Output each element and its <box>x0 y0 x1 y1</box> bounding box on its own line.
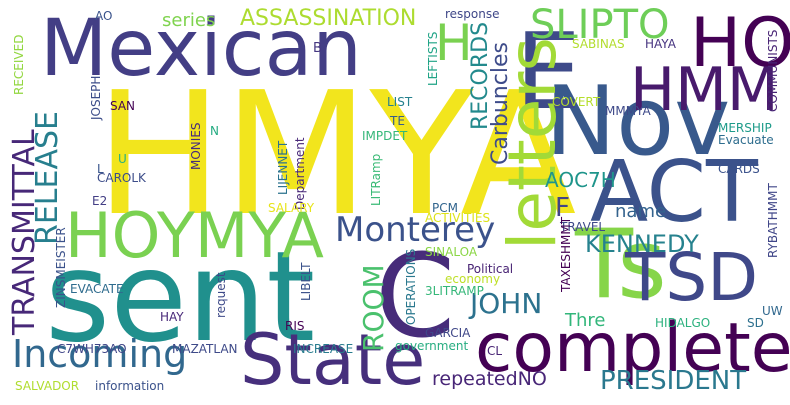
word-salvador: SALVADOR <box>15 379 80 393</box>
word-government: government <box>395 339 469 353</box>
word-series: series <box>162 10 216 31</box>
word-f: F <box>555 193 570 223</box>
word-b: B <box>313 41 322 56</box>
word-ris: RIS <box>285 319 305 333</box>
word-tsd: TSD <box>625 239 759 316</box>
word-zinsmeister: ZINSMEISTER <box>54 227 68 308</box>
word-request: request <box>214 272 228 318</box>
word-carolk: CAROLK <box>97 171 146 185</box>
word-economy: economy <box>445 272 501 286</box>
word-ts: Ts <box>575 210 667 320</box>
word-received: RECEIVED <box>12 34 26 95</box>
word-pcm: PCM <box>432 201 458 215</box>
word-repeatedno: repeatedNO <box>432 368 547 390</box>
word-haya: HAYA <box>645 37 676 51</box>
word-te: TE <box>390 114 405 128</box>
word-operations: OPERATIONS <box>404 248 418 325</box>
word-sinaloa: SINALOA <box>425 245 478 259</box>
word-evacate: EVACATE <box>70 282 124 296</box>
word-leftists: LEFTISTS <box>426 31 440 86</box>
word-e2: E2 <box>92 194 108 208</box>
word-monterey: Monterey <box>335 210 496 250</box>
word-ho: HO <box>690 4 790 83</box>
word-salary: SALARY <box>268 201 315 215</box>
word-taxeshmmt: TAXESHMMT <box>559 216 573 292</box>
word-joseph: JOSEPH <box>89 75 103 120</box>
word-list: LIST <box>387 95 413 109</box>
word-evacuate: Evacuate <box>718 133 774 147</box>
word-act: ACT <box>590 143 758 242</box>
word-increase: INCREASE <box>293 342 354 356</box>
word-carbuncles: Carbuncles <box>488 42 513 165</box>
word-e: E <box>515 11 582 133</box>
word-cl: CL <box>487 344 503 358</box>
word-president: PRESIDENT <box>600 366 747 396</box>
word-slipto: SLIPTO <box>530 2 670 48</box>
word-ao: AO <box>95 9 113 23</box>
word-garcia: GARCIA <box>425 326 471 340</box>
word-assassination: ASSASSINATION <box>240 6 417 31</box>
word-release: RELEASE <box>30 111 65 245</box>
word-libelt: LIBELT <box>299 262 313 301</box>
word-impdet: IMPDET <box>362 129 408 143</box>
word-activities: ACTIVITIES <box>425 211 491 225</box>
word-mmmya: MMMYA <box>605 104 651 118</box>
word-covert: COVERT <box>552 95 601 109</box>
word-uw: UW <box>762 304 783 318</box>
word-sd: SD <box>747 316 764 330</box>
word-rybathmmt: RYBATHMMT <box>766 183 780 258</box>
word-sent: sent <box>45 225 316 370</box>
word-c7wh73ao: C7WH73AO <box>57 342 127 356</box>
word-litramp: LITRamp <box>369 153 383 206</box>
word-hmm: HMM <box>630 55 779 125</box>
word-kennedy: KENNEDY <box>585 230 699 258</box>
word-hoymya: HOYMYA <box>65 199 324 272</box>
word-n: N <box>210 124 219 138</box>
word-incoming: Incoming <box>12 332 188 376</box>
word-communists: COMMUNISTS <box>766 29 780 112</box>
word-response: response <box>445 7 500 21</box>
word-information: information <box>95 379 165 393</box>
word-3litramp: 3LITRAMP <box>425 284 484 298</box>
word-san: SAN <box>110 99 136 113</box>
word-nov: Nov <box>545 67 731 177</box>
word-sabinas: SABINAS <box>572 37 625 51</box>
word-thre: Thre <box>565 310 606 331</box>
word-complete: complete <box>475 309 790 388</box>
word-mership: MERSHIP <box>718 121 772 135</box>
word-room: ROOM <box>357 264 390 352</box>
word-u: U <box>118 152 127 166</box>
word-mazatlan: MAZATLAN <box>172 342 238 356</box>
word-department: Department <box>293 137 307 210</box>
word-hmya: HMYA <box>95 56 577 254</box>
word-political: Political <box>467 262 514 276</box>
word-state: State <box>240 319 426 401</box>
word-cards: CARDS <box>718 162 760 176</box>
word-h: H <box>435 14 473 72</box>
word-john: JOHN <box>470 287 543 320</box>
word-l: L <box>97 162 104 176</box>
word-hay: HAY <box>160 310 184 324</box>
word-hidalgo: HIDALGO <box>655 316 711 330</box>
word-aoc7h: AOC7H <box>545 168 616 192</box>
word-mexican: Mexican <box>40 4 362 94</box>
word-lijennet: LIJENNET <box>276 140 290 195</box>
word-travel: TRAVEL <box>560 220 606 234</box>
word-c: C <box>375 230 456 364</box>
word-monies: MONIES <box>189 122 203 170</box>
word-name: name <box>615 201 667 222</box>
